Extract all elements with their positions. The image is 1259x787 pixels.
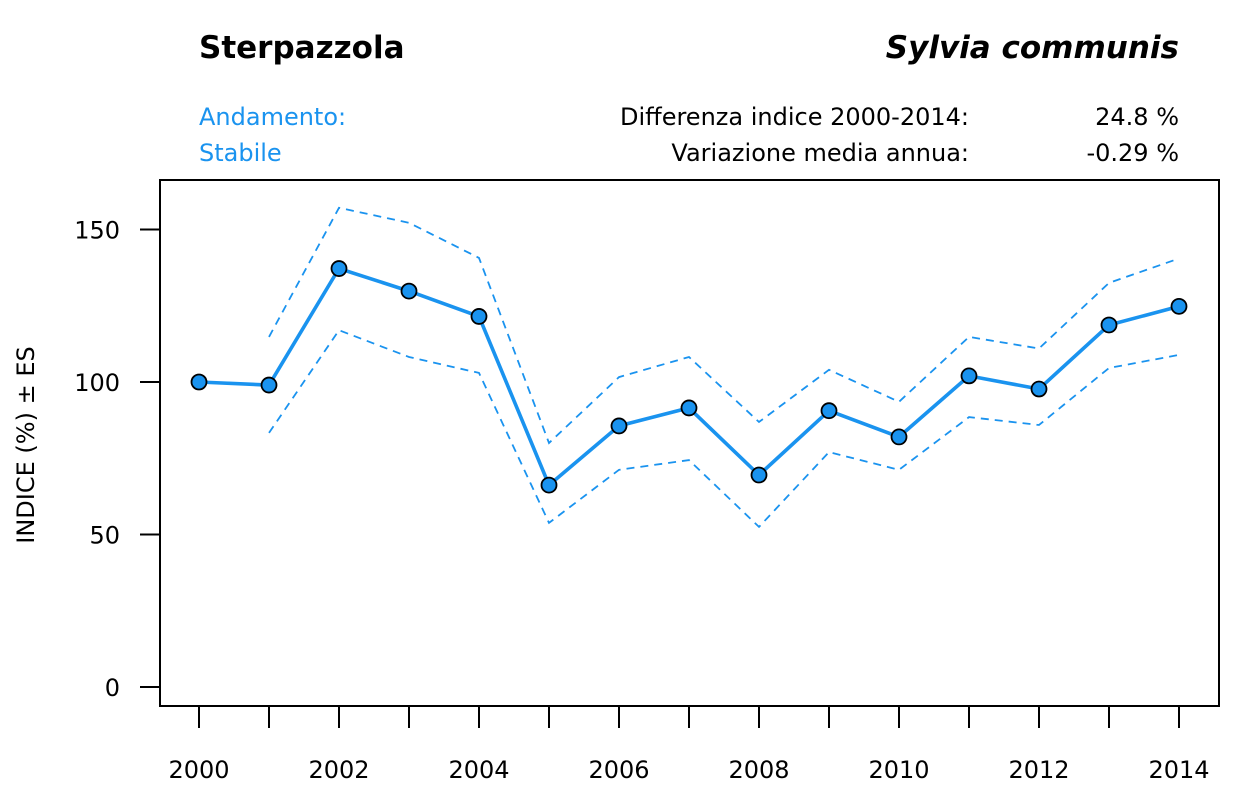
- y-axis-label: INDICE (%) ± ES: [12, 346, 40, 543]
- data-point: [1170, 297, 1188, 315]
- trend-label: Andamento:: [199, 103, 347, 131]
- data-point: [750, 466, 768, 484]
- marker-layer: [190, 260, 1188, 494]
- data-point: [680, 399, 698, 417]
- x-tick-label: 2002: [308, 756, 369, 784]
- y-tick-label: 150: [74, 217, 120, 245]
- data-point: [330, 260, 348, 277]
- y-tick-label: 0: [105, 674, 120, 702]
- data-point: [960, 367, 978, 385]
- data-point: [260, 376, 278, 394]
- data-point: [890, 428, 908, 446]
- data-point: [1030, 380, 1048, 398]
- data-point: [470, 308, 488, 325]
- x-tick-label: 2008: [728, 756, 789, 784]
- data-point: [540, 476, 558, 494]
- x-tick-label: 2006: [588, 756, 649, 784]
- index-difference-value: 24.8 %: [1095, 103, 1179, 131]
- data-point: [610, 417, 628, 435]
- x-tick-label: 2010: [868, 756, 929, 784]
- lower-error-line: [268, 329, 1180, 529]
- index-line: [198, 266, 1180, 489]
- series-layer: [198, 206, 1180, 529]
- data-point: [400, 282, 418, 300]
- data-point: [1100, 316, 1118, 334]
- data-point: [820, 402, 838, 420]
- y-tick-label: 100: [74, 369, 120, 397]
- x-tick-label: 2012: [1008, 756, 1069, 784]
- index-difference-label: Differenza indice 2000-2014:: [620, 103, 969, 131]
- trend-value: Stabile: [199, 139, 282, 167]
- y-tick-label: 50: [89, 522, 120, 550]
- x-axis: 2000 2002 2004 2006 2008 2010 2012 2014: [168, 706, 1210, 784]
- scientific-name-title: Sylvia communis: [885, 30, 1179, 66]
- plot-frame: [159, 179, 1220, 707]
- x-tick-label: 2000: [168, 756, 229, 784]
- x-tick-label: 2014: [1148, 756, 1209, 784]
- annual-variation-value: -0.29 %: [1086, 139, 1179, 167]
- annual-variation-label: Variazione media annua:: [671, 139, 969, 167]
- data-point: [190, 373, 208, 391]
- common-name-title: Sterpazzola: [199, 30, 405, 66]
- upper-error-line: [268, 206, 1180, 445]
- x-tick-label: 2004: [448, 756, 509, 784]
- y-axis: 0 50 100 150: [74, 217, 160, 702]
